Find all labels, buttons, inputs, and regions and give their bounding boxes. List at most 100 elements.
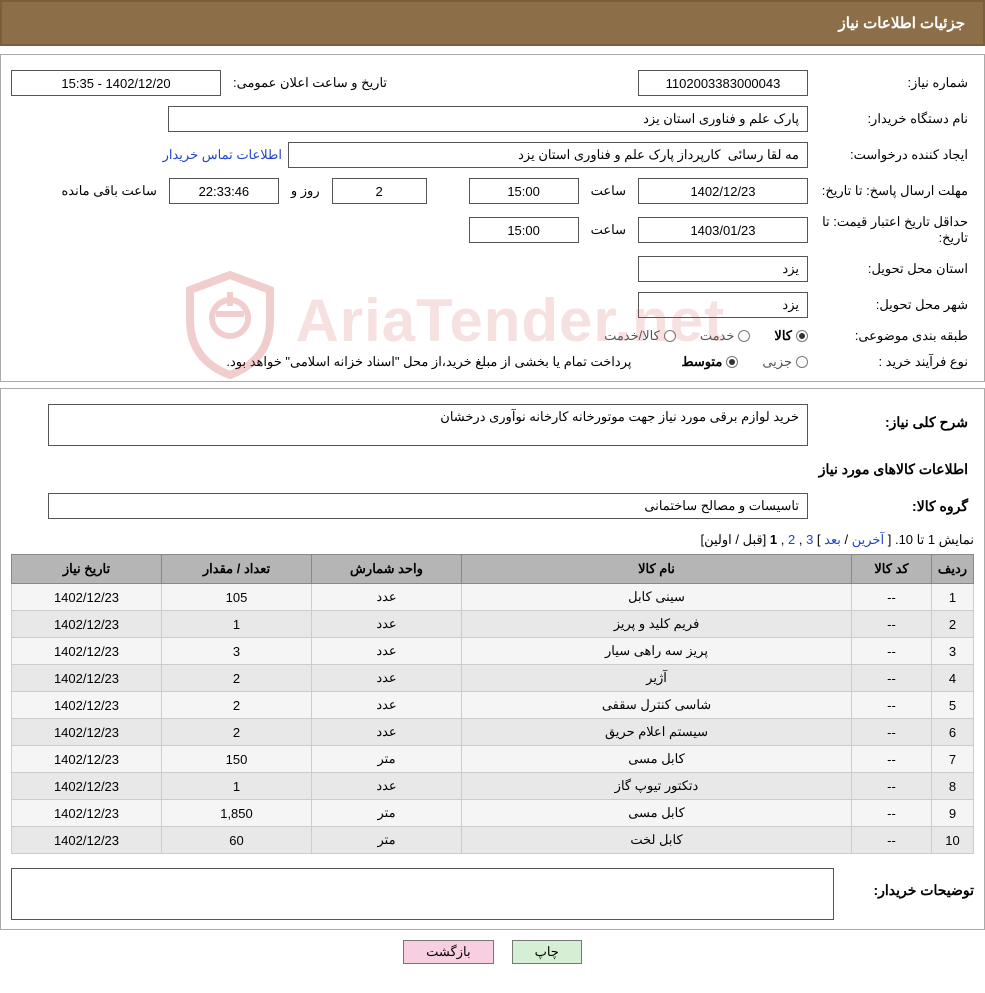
table-cell-n: 2 bbox=[932, 611, 974, 638]
th-qty: تعداد / مقدار bbox=[162, 555, 312, 584]
radio-icon bbox=[726, 356, 738, 368]
table-cell-qty: 2 bbox=[162, 665, 312, 692]
row-purchase-type: نوع فرآیند خرید : جزیی متوسط پرداخت تمام… bbox=[11, 349, 974, 375]
label-days-and: روز و bbox=[285, 183, 326, 199]
pager-next-link[interactable]: بعد bbox=[824, 532, 841, 547]
back-button[interactable]: بازگشت bbox=[403, 940, 493, 964]
label-validity: حداقل تاریخ اعتبار قیمت: تا تاریخ: bbox=[814, 214, 974, 246]
pager-first-prev: [قبل / اولین] bbox=[701, 532, 767, 547]
table-cell-date: 1402/12/23 bbox=[12, 611, 162, 638]
table-cell-unit: عدد bbox=[312, 638, 462, 665]
table-cell-date: 1402/12/23 bbox=[12, 719, 162, 746]
table-cell-qty: 150 bbox=[162, 746, 312, 773]
purchase-radio-medium[interactable]: متوسط bbox=[681, 354, 738, 370]
table-cell-n: 6 bbox=[932, 719, 974, 746]
category-radios: کالا خدمت کالا/خدمت bbox=[586, 328, 808, 344]
purchase-medium-text: متوسط bbox=[681, 354, 722, 370]
deadline-date-input[interactable] bbox=[638, 178, 808, 204]
deadline-countdown-input[interactable] bbox=[169, 178, 279, 204]
label-requester: ایجاد کننده درخواست: bbox=[814, 147, 974, 163]
table-row: 2--فریم کلید و پریزعدد11402/12/23 bbox=[12, 611, 974, 638]
buyer-contact-link[interactable]: اطلاعات تماس خریدار bbox=[163, 147, 282, 163]
button-bar: چاپ بازگشت bbox=[0, 930, 985, 968]
label-buyer-org: نام دستگاه خریدار: bbox=[814, 111, 974, 127]
table-cell-name: دتکتور تیوپ گاز bbox=[462, 773, 852, 800]
pager-page-1: 1 bbox=[770, 532, 777, 547]
table-cell-name: پریز سه راهی سیار bbox=[462, 638, 852, 665]
validity-date-input[interactable] bbox=[638, 217, 808, 243]
table-cell-unit: متر bbox=[312, 827, 462, 854]
table-cell-qty: 1 bbox=[162, 773, 312, 800]
table-row: 1--سینی کابلعدد1051402/12/23 bbox=[12, 584, 974, 611]
print-button[interactable]: چاپ bbox=[512, 940, 582, 964]
table-cell-unit: عدد bbox=[312, 692, 462, 719]
need-no-input[interactable] bbox=[638, 70, 808, 96]
goods-group-input[interactable] bbox=[48, 493, 808, 519]
need-desc-textarea[interactable] bbox=[48, 404, 808, 446]
table-cell-date: 1402/12/23 bbox=[12, 746, 162, 773]
row-need-no: شماره نیاز: تاریخ و ساعت اعلان عمومی: bbox=[11, 65, 974, 101]
table-cell-qty: 1 bbox=[162, 611, 312, 638]
label-buyer-notes: توضیحات خریدار: bbox=[844, 868, 974, 899]
table-cell-date: 1402/12/23 bbox=[12, 692, 162, 719]
form-panel: شماره نیاز: تاریخ و ساعت اعلان عمومی: نا… bbox=[0, 54, 985, 382]
category-radio-goods[interactable]: کالا bbox=[774, 328, 808, 344]
label-deadline-a: مهلت ارسال پاسخ: bbox=[866, 183, 968, 198]
table-cell-n: 5 bbox=[932, 692, 974, 719]
table-cell-date: 1402/12/23 bbox=[12, 584, 162, 611]
category-radio-service[interactable]: خدمت bbox=[700, 328, 751, 344]
page-root: AriaTender.net جزئیات اطلاعات نیاز شماره… bbox=[0, 0, 985, 968]
table-cell-code: -- bbox=[852, 638, 932, 665]
table-cell-name: کابل مسی bbox=[462, 800, 852, 827]
table-cell-qty: 2 bbox=[162, 692, 312, 719]
buyer-org-input[interactable] bbox=[168, 106, 808, 132]
table-cell-code: -- bbox=[852, 692, 932, 719]
table-cell-name: فریم کلید و پریز bbox=[462, 611, 852, 638]
label-remaining: ساعت باقی مانده bbox=[55, 183, 162, 199]
label-time-2: ساعت bbox=[585, 222, 632, 238]
goods-table-head: ردیف کد کالا نام کالا واحد شمارش تعداد /… bbox=[12, 555, 974, 584]
purchase-note: پرداخت تمام یا بخشی از مبلغ خرید،از محل … bbox=[220, 354, 637, 370]
label-deadline: مهلت ارسال پاسخ: تا تاریخ: bbox=[814, 183, 974, 199]
th-date: تاریخ نیاز bbox=[12, 555, 162, 584]
title-bar: جزئیات اطلاعات نیاز bbox=[0, 0, 985, 46]
announce-dt-input[interactable] bbox=[11, 70, 221, 96]
table-row: 6--سیستم اعلام حریقعدد21402/12/23 bbox=[12, 719, 974, 746]
requester-input[interactable] bbox=[288, 142, 808, 168]
pager-last-link[interactable]: آخرین bbox=[852, 532, 884, 547]
table-cell-n: 9 bbox=[932, 800, 974, 827]
table-cell-name: سیستم اعلام حریق bbox=[462, 719, 852, 746]
deadline-days-input[interactable] bbox=[332, 178, 427, 204]
label-need-no: شماره نیاز: bbox=[814, 75, 974, 91]
th-row: ردیف bbox=[932, 555, 974, 584]
row-buyer-org: نام دستگاه خریدار: bbox=[11, 101, 974, 137]
row-category: طبقه بندی موضوعی: کالا خدمت کالا/خدمت bbox=[11, 323, 974, 349]
table-cell-unit: عدد bbox=[312, 773, 462, 800]
buyer-notes-textarea[interactable] bbox=[11, 868, 834, 920]
row-goods-group: گروه کالا: bbox=[11, 488, 974, 524]
table-cell-qty: 3 bbox=[162, 638, 312, 665]
category-radio-both[interactable]: کالا/خدمت bbox=[604, 328, 676, 344]
pager-page-2[interactable]: 2 bbox=[788, 532, 795, 547]
city-input[interactable] bbox=[638, 292, 808, 318]
label-province: استان محل تحویل: bbox=[814, 261, 974, 277]
row-buyer-notes: توضیحات خریدار: bbox=[11, 868, 974, 923]
table-cell-code: -- bbox=[852, 827, 932, 854]
row-validity: حداقل تاریخ اعتبار قیمت: تا تاریخ: ساعت bbox=[11, 209, 974, 251]
table-cell-name: آژیر bbox=[462, 665, 852, 692]
table-cell-unit: عدد bbox=[312, 584, 462, 611]
label-need-desc: شرح کلی نیاز: bbox=[814, 404, 974, 431]
pager-page-3[interactable]: 3 bbox=[806, 532, 813, 547]
validity-time-input[interactable] bbox=[469, 217, 579, 243]
label-goods-group: گروه کالا: bbox=[814, 498, 974, 515]
label-purchase-type: نوع فرآیند خرید : bbox=[814, 354, 974, 370]
table-cell-qty: 60 bbox=[162, 827, 312, 854]
category-both-text: کالا/خدمت bbox=[604, 328, 660, 344]
province-input[interactable] bbox=[638, 256, 808, 282]
deadline-time-input[interactable] bbox=[469, 178, 579, 204]
table-cell-n: 7 bbox=[932, 746, 974, 773]
table-cell-unit: عدد bbox=[312, 719, 462, 746]
purchase-radio-partial[interactable]: جزیی bbox=[762, 354, 808, 370]
table-cell-n: 10 bbox=[932, 827, 974, 854]
row-need-desc: شرح کلی نیاز: bbox=[11, 399, 974, 451]
